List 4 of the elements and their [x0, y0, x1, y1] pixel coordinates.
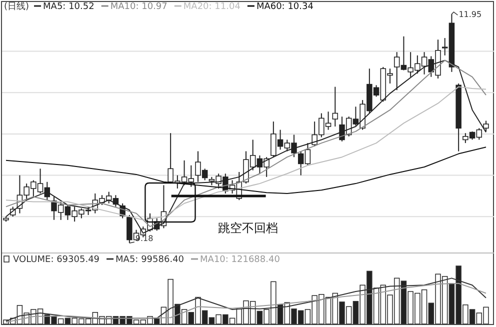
annotation: 9.18: [135, 234, 154, 244]
chart-title: (日线): [4, 1, 30, 12]
annotation: 跳空不回档: [218, 221, 278, 235]
annotation: 11.95: [458, 10, 482, 20]
